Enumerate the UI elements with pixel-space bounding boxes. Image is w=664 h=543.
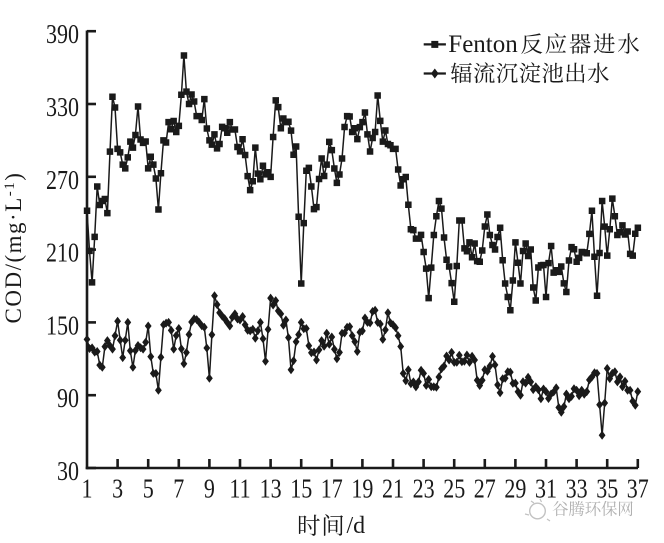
svg-text:31: 31: [535, 474, 557, 504]
svg-text:29: 29: [504, 474, 526, 504]
svg-text:9: 9: [204, 474, 215, 504]
svg-text:7: 7: [173, 474, 184, 504]
svg-text:COD/(mg·L-1): COD/(mg·L-1): [1, 172, 26, 324]
svg-text:150: 150: [46, 311, 79, 341]
svg-text:/d: /d: [347, 513, 366, 539]
svg-text:330: 330: [46, 93, 79, 123]
svg-text:1: 1: [81, 474, 92, 504]
svg-text:35: 35: [596, 474, 618, 504]
svg-text:11: 11: [229, 474, 250, 504]
svg-text:25: 25: [443, 474, 465, 504]
svg-text:27: 27: [474, 474, 496, 504]
svg-text:21: 21: [382, 474, 404, 504]
svg-text:17: 17: [321, 474, 343, 504]
svg-text:210: 210: [46, 238, 79, 268]
svg-text:390: 390: [46, 20, 79, 50]
svg-text:19: 19: [351, 474, 373, 504]
svg-text:37: 37: [627, 474, 649, 504]
svg-text:5: 5: [143, 474, 154, 504]
svg-text:90: 90: [57, 384, 79, 414]
svg-text:13: 13: [260, 474, 282, 504]
svg-text:Fenton: Fenton: [448, 31, 518, 58]
svg-text:3: 3: [112, 474, 123, 504]
svg-text:33: 33: [566, 474, 588, 504]
svg-text:270: 270: [46, 166, 79, 196]
svg-text:30: 30: [57, 457, 79, 487]
svg-text:23: 23: [413, 474, 435, 504]
svg-text:15: 15: [290, 474, 312, 504]
